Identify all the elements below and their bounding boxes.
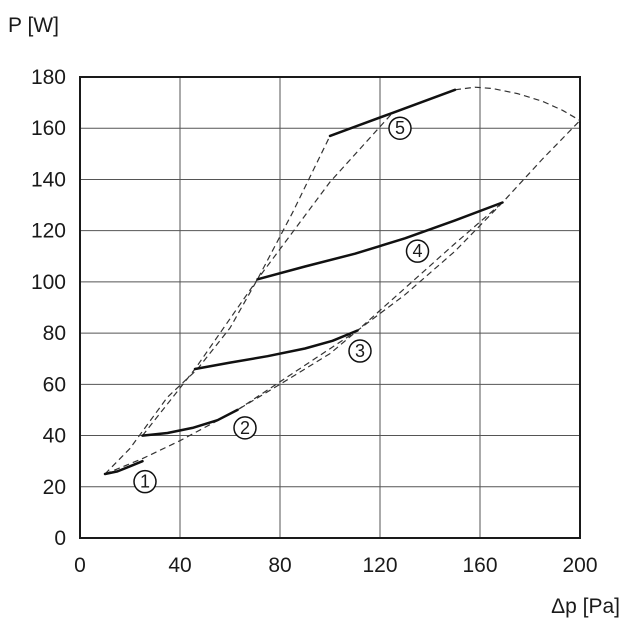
curve-label-1: 1 — [140, 472, 150, 492]
y-tick-label: 100 — [31, 271, 66, 294]
y-axis-label: P [W] — [8, 14, 59, 37]
envelope-curve-1 — [104, 135, 331, 475]
fan-curves — [103, 88, 504, 476]
curve-label-circle-3 — [348, 339, 372, 363]
curve-5 — [328, 88, 457, 138]
curve-label-circle-4 — [405, 239, 430, 263]
envelope-curve-2 — [104, 120, 581, 475]
curve-label-4: 4 — [412, 241, 422, 261]
x-tick-label: 80 — [268, 554, 291, 577]
x-axis-label: Δp [Pa] — [551, 595, 620, 618]
y-tick-label: 160 — [31, 117, 66, 140]
x-tick-label: 160 — [462, 554, 497, 577]
x-tick-label: 40 — [168, 554, 191, 577]
dashed-envelope-curves — [104, 86, 581, 475]
curve-label-circle-1 — [133, 469, 157, 494]
envelope-curve-3 — [142, 89, 456, 436]
x-tick-labels: 0 40 80 120 160 200 — [74, 554, 597, 577]
plot-frame — [79, 76, 581, 539]
curve-1 — [103, 459, 144, 476]
envelope-curve-4 — [237, 202, 503, 411]
curve-label-5: 5 — [395, 118, 405, 138]
y-tick-label: 40 — [43, 425, 66, 448]
x-tick-label: 120 — [362, 554, 397, 577]
y-tick-label: 60 — [43, 373, 66, 396]
y-tick-label: 0 — [54, 527, 66, 550]
y-tick-labels: 0 20 40 60 80 100 120 140 160 180 — [31, 66, 66, 550]
curve-label-circle-2 — [233, 416, 257, 440]
y-tick-label: 20 — [43, 476, 66, 499]
curve-label-3: 3 — [355, 341, 365, 361]
x-tick-label: 0 — [74, 554, 86, 577]
curve-labels: 1 2 3 4 5 — [133, 116, 430, 494]
x-tick-label: 200 — [562, 554, 597, 577]
curve-4 — [256, 201, 504, 281]
y-tick-label: 120 — [31, 220, 66, 243]
grid — [79, 76, 581, 539]
y-tick-label: 80 — [43, 322, 66, 345]
curve-label-circle-5 — [388, 116, 412, 140]
curve-label-2: 2 — [240, 418, 250, 438]
envelope-curve-5 — [454, 86, 581, 122]
curve-3 — [193, 329, 359, 371]
y-tick-label: 180 — [31, 66, 66, 89]
y-tick-label: 140 — [31, 168, 66, 191]
curve-2 — [141, 408, 239, 437]
